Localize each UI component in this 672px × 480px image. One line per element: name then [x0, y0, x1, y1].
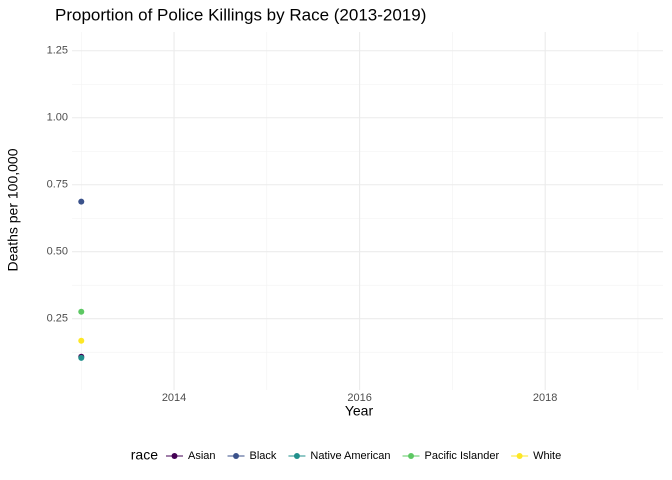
- legend-key-point: [293, 453, 300, 459]
- y-tick-label: 0.25: [47, 313, 68, 325]
- chart-title: Proportion of Police Killings by Race (2…: [55, 5, 426, 24]
- legend-label: Pacific Islander: [425, 450, 500, 462]
- y-tick-label: 0.75: [47, 179, 68, 191]
- legend-label: Black: [250, 450, 277, 462]
- legend-key-point: [516, 453, 523, 459]
- legend-item: Native American: [288, 450, 391, 462]
- legend-item: Black: [227, 450, 277, 462]
- data-point: [78, 337, 85, 344]
- legend-key-point: [233, 453, 240, 459]
- legend-key-point: [408, 453, 415, 459]
- x-tick-label: 2016: [347, 392, 371, 404]
- legend-label: Native American: [310, 450, 390, 462]
- x-tick-label: 2018: [533, 392, 557, 404]
- legend-item: Asian: [165, 450, 216, 462]
- y-axis-title: Deaths per 100,000: [5, 148, 21, 271]
- marks: [78, 198, 85, 361]
- legend-item: Pacific Islander: [402, 450, 500, 462]
- grid: 0.25 0.50 0.75 1.00 1.25 2014 2016 2018: [47, 32, 663, 404]
- data-point: [78, 354, 85, 361]
- legend-title: race: [131, 447, 158, 463]
- y-tick-label: 1.00: [47, 112, 68, 124]
- legend-label: Asian: [188, 450, 216, 462]
- legend: race Asian Black Native American Pacific Isl…: [131, 447, 561, 463]
- y-tick-label: 0.50: [47, 246, 68, 258]
- legend-label: White: [533, 450, 561, 462]
- data-point: [78, 308, 85, 315]
- x-tick-label: 2014: [162, 392, 186, 404]
- legend-item: White: [511, 450, 561, 462]
- y-tick-label: 1.25: [47, 45, 68, 57]
- legend-key-point: [171, 453, 178, 459]
- x-axis-title: Year: [345, 403, 374, 419]
- data-point: [78, 198, 85, 205]
